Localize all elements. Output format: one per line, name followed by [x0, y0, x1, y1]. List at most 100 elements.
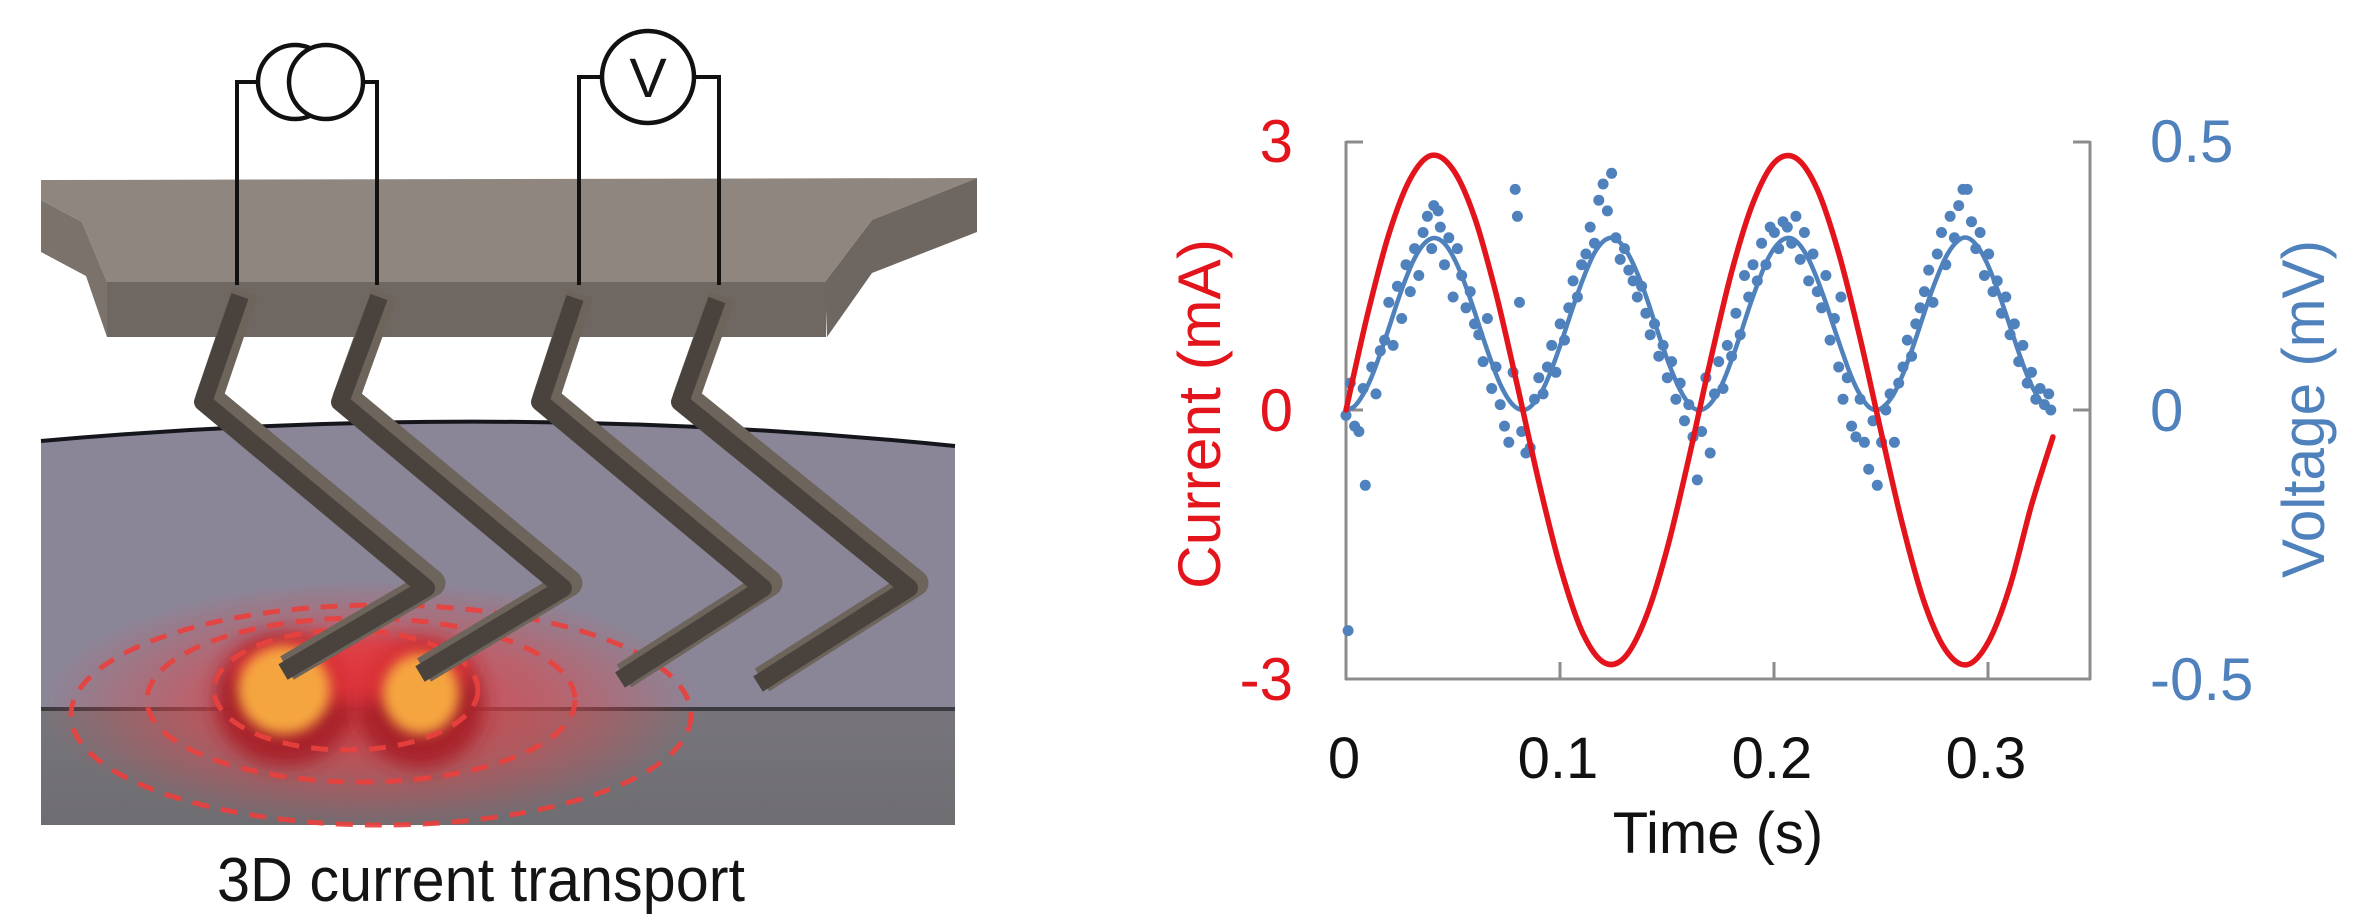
data-point: [1704, 447, 1716, 459]
data-point: [1451, 243, 1463, 255]
data-point: [1679, 415, 1690, 427]
data-point: [1370, 388, 1382, 400]
y-left-tick-label: 0: [1260, 377, 1293, 444]
data-point: [1931, 248, 1943, 260]
data-point: [1404, 286, 1416, 298]
probe-1: [194, 287, 446, 680]
data-point: [1503, 436, 1515, 448]
data-point: [1653, 350, 1665, 362]
data-point: [1614, 253, 1626, 265]
data-point: [1901, 334, 1913, 346]
current-curve: [1343, 152, 2056, 668]
data-point: [1533, 372, 1545, 384]
y-axis-title-left: Current (mA): [1166, 239, 1233, 589]
data-point: [2017, 339, 2029, 351]
data-point: [1417, 227, 1429, 238]
x-tick-label: 0.2: [1732, 726, 1813, 791]
illustration-caption: 3D current transport: [217, 846, 745, 915]
data-point: [1850, 431, 1862, 443]
data-point: [1730, 307, 1742, 319]
x-tick-label: 0: [1328, 726, 1360, 791]
data-point: [1434, 221, 1446, 233]
sample-top-edge: [40, 419, 956, 448]
data-point: [1593, 194, 1605, 206]
y-right-tick-label: 0.5: [2150, 108, 2233, 175]
data-point: [1790, 210, 1802, 222]
data-point: [1888, 436, 1900, 448]
data-point: [1353, 426, 1365, 437]
data-point: [1803, 275, 1815, 287]
data-point: [2034, 383, 2046, 394]
data-point: [1833, 361, 1845, 373]
data-point: [1953, 200, 1965, 212]
data-point: [1623, 264, 1635, 276]
x-axis-title: Time (s): [1613, 801, 1823, 866]
data-point: [1584, 221, 1596, 233]
current-wire-left: [235, 80, 259, 285]
x-tick-label: 0.1: [1518, 726, 1599, 791]
data-point: [1413, 270, 1425, 281]
data-point: [1824, 334, 1836, 346]
data-point: [1961, 183, 1973, 195]
data-point: [1713, 356, 1725, 368]
plate-top-face: [41, 178, 977, 282]
current-wire-right: [362, 80, 379, 285]
data-point: [1396, 313, 1408, 324]
data-point: [1514, 296, 1525, 308]
data-point: [1631, 291, 1643, 303]
data-point: [1387, 339, 1399, 351]
data-point: [1383, 296, 1395, 308]
y-right-tick-label: -0.5: [2150, 646, 2253, 713]
plate-right-side-face: [825, 178, 977, 337]
data-point: [1511, 210, 1523, 222]
data-point: [1481, 313, 1493, 324]
data-point: [1794, 253, 1806, 265]
data-point: [1447, 291, 1459, 303]
data-point: [1739, 270, 1750, 281]
data-point: [1974, 227, 1986, 238]
data-point: [1601, 205, 1613, 217]
data-point: [2043, 388, 2055, 400]
data-point: [1768, 227, 1780, 238]
current-voltage-chart: 3 0 -3 0.5 0 -0.5 0 0.1 0.2 0.3 Time (s)…: [1166, 108, 2337, 866]
data-point: [1567, 275, 1579, 287]
y-left-tick-label: 3: [1260, 108, 1293, 175]
data-point: [1597, 178, 1609, 190]
data-point: [1966, 216, 1977, 228]
data-point: [1627, 275, 1639, 287]
x-tick-label: 0.3: [1946, 726, 2027, 791]
data-point: [1696, 426, 1708, 437]
data-point: [1426, 243, 1438, 255]
chart-series: [1340, 152, 2057, 668]
data-point: [1576, 259, 1588, 271]
data-point: [1494, 399, 1506, 411]
voltmeter-label: V: [629, 46, 667, 109]
data-point: [1460, 302, 1472, 314]
chart-axes: [1344, 140, 2092, 681]
probe-2: [331, 288, 583, 682]
data-point: [1820, 270, 1832, 281]
data-point: [1340, 409, 1352, 421]
data-point: [1606, 167, 1618, 179]
data-point: [1798, 227, 1810, 238]
measurement-setup-illustration: V 3D current transport: [40, 28, 977, 915]
data-point: [1432, 205, 1444, 217]
data-point: [1691, 474, 1703, 486]
data-point: [1747, 259, 1759, 271]
data-point: [1509, 183, 1521, 195]
data-point: [1554, 318, 1566, 330]
voltage-wire-left: [577, 75, 603, 285]
wiring: [235, 75, 721, 285]
data-point: [1923, 264, 1935, 276]
plate-left-side-face: [41, 200, 107, 337]
data-point: [1359, 479, 1371, 491]
data-point: [1477, 356, 1489, 368]
data-point: [1835, 291, 1847, 303]
data-point: [1499, 420, 1510, 432]
data-point: [1837, 393, 1849, 405]
data-point: [1546, 339, 1558, 351]
probe-3: [531, 289, 783, 688]
data-point: [1978, 270, 1990, 281]
data-point: [1936, 227, 1947, 238]
